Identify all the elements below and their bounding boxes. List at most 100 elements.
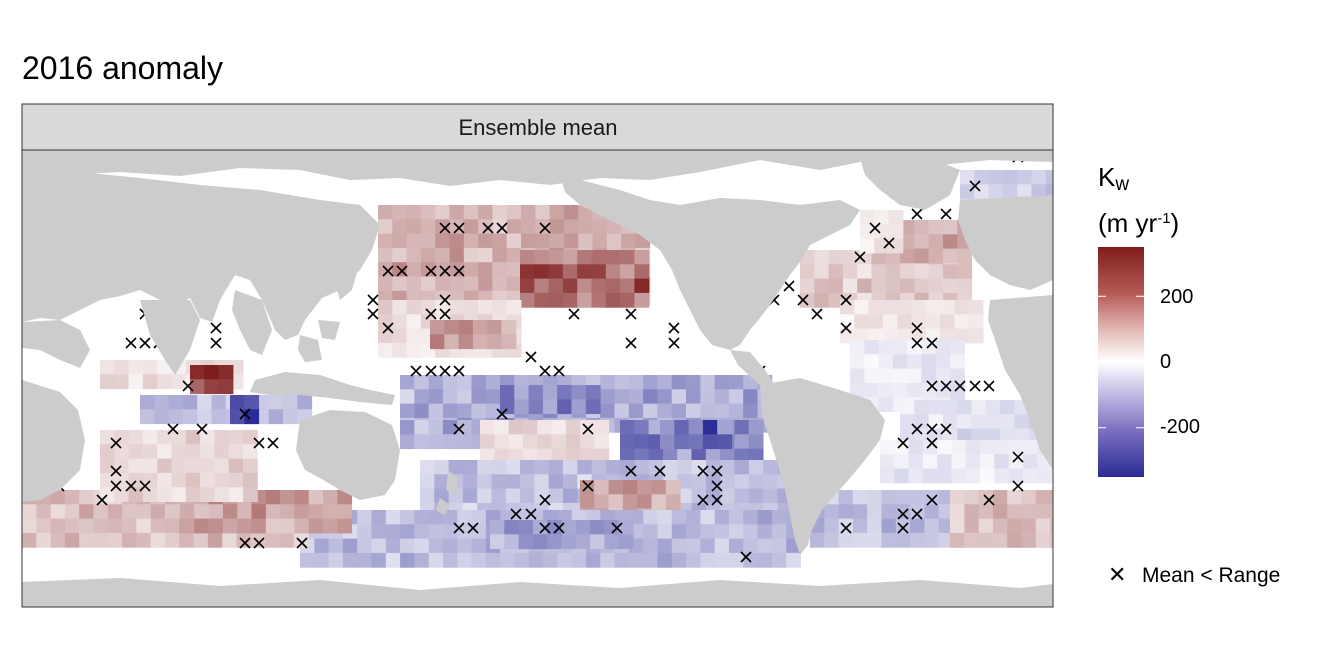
anomaly-cell bbox=[506, 219, 522, 235]
anomaly-cell bbox=[634, 292, 650, 308]
anomaly-cell bbox=[457, 524, 473, 540]
anomaly-cell bbox=[677, 460, 693, 475]
anomaly-cell bbox=[420, 276, 436, 292]
anomaly-cell bbox=[600, 552, 616, 568]
anomaly-cell bbox=[1017, 184, 1032, 200]
anomaly-cell bbox=[571, 399, 587, 415]
anomaly-cell bbox=[907, 340, 922, 355]
cross-marker bbox=[1012, 480, 1024, 492]
anomaly-cell bbox=[921, 382, 937, 398]
anomaly-cell bbox=[448, 460, 464, 475]
anomaly-cell bbox=[494, 434, 510, 450]
anomaly-cell bbox=[620, 250, 635, 265]
cross-marker bbox=[110, 465, 122, 477]
cross-marker bbox=[983, 380, 995, 392]
anomaly-cell bbox=[204, 379, 220, 395]
anomaly-cell bbox=[838, 532, 854, 548]
anomaly-cell bbox=[677, 474, 693, 490]
anomaly-cell bbox=[542, 399, 558, 415]
anomaly-cell bbox=[1000, 414, 1015, 430]
anomaly-cell bbox=[228, 430, 244, 445]
cross-marker bbox=[711, 494, 723, 506]
anomaly-cell bbox=[420, 247, 436, 263]
anomaly-cell bbox=[663, 460, 678, 475]
anomaly-cell bbox=[964, 504, 980, 520]
anomaly-cell bbox=[643, 510, 658, 525]
anomaly-cell bbox=[400, 434, 415, 450]
asia-land bbox=[22, 170, 380, 340]
anomaly-cell bbox=[171, 374, 187, 390]
colorbar-tick-label-200: 200 bbox=[1160, 286, 1194, 308]
anomaly-cell bbox=[897, 300, 912, 315]
anomaly-cell bbox=[864, 340, 880, 355]
anomaly-cell bbox=[534, 292, 550, 308]
anomaly-cell bbox=[22, 518, 37, 534]
anomaly-cell bbox=[717, 434, 732, 450]
anomaly-cell bbox=[577, 264, 592, 280]
anomaly-cell bbox=[357, 524, 372, 540]
anomaly-cell bbox=[182, 395, 198, 410]
anomaly-cell bbox=[357, 538, 372, 554]
anomaly-cell bbox=[686, 375, 701, 390]
anomaly-cell bbox=[1035, 532, 1051, 548]
anomaly-cell bbox=[548, 264, 564, 280]
anomaly-cell bbox=[888, 210, 904, 225]
cross-marker bbox=[267, 437, 279, 449]
anomaly-cell bbox=[480, 448, 495, 464]
anomaly-cell bbox=[551, 434, 567, 450]
anomaly-cell bbox=[882, 328, 898, 344]
anomaly-cell bbox=[93, 518, 109, 534]
anomaly-cell bbox=[297, 395, 313, 410]
anomaly-cell bbox=[214, 472, 230, 488]
anomaly-cell bbox=[604, 534, 620, 550]
anomaly-cell bbox=[514, 385, 530, 400]
anomaly-cell bbox=[392, 247, 408, 263]
anomaly-cell bbox=[881, 532, 897, 548]
anomaly-cell bbox=[444, 320, 460, 335]
anomaly-cell bbox=[280, 504, 295, 520]
central-america-land bbox=[730, 350, 775, 392]
cross-marker bbox=[668, 337, 680, 349]
anomaly-cell bbox=[64, 504, 80, 520]
anomaly-cell bbox=[771, 552, 787, 568]
anomaly-cell bbox=[867, 504, 882, 520]
anomaly-cell bbox=[400, 510, 415, 525]
europe-land bbox=[958, 195, 1053, 290]
anomaly-cell bbox=[1050, 518, 1053, 534]
anomaly-cell bbox=[914, 234, 930, 250]
anomaly-cell bbox=[748, 434, 764, 450]
anomaly-cell bbox=[563, 474, 578, 490]
anomaly-cell bbox=[471, 524, 487, 540]
anomaly-cell bbox=[938, 532, 954, 548]
anomaly-cell bbox=[590, 534, 605, 550]
cross-marker bbox=[940, 208, 952, 220]
anomaly-cell bbox=[914, 264, 930, 280]
anomaly-cell bbox=[518, 520, 534, 535]
anomaly-cell bbox=[237, 518, 252, 534]
anomaly-cell bbox=[964, 532, 980, 548]
cross-marker bbox=[969, 180, 981, 192]
anomaly-cell bbox=[586, 552, 601, 568]
anomaly-cell bbox=[910, 490, 925, 505]
anomaly-cell bbox=[720, 448, 735, 464]
anomaly-cell bbox=[850, 368, 865, 384]
anomaly-cell bbox=[671, 510, 687, 525]
anomaly-cell bbox=[880, 440, 895, 455]
anomaly-cell bbox=[492, 205, 508, 220]
anomaly-cell bbox=[1008, 440, 1024, 455]
anomaly-cell bbox=[548, 278, 564, 294]
anomaly-cell bbox=[478, 205, 493, 220]
anomaly-cell bbox=[978, 532, 994, 548]
anomaly-cell bbox=[591, 292, 607, 308]
anomaly-cell bbox=[485, 375, 501, 390]
panel-strip-label: Ensemble mean bbox=[459, 115, 618, 140]
anomaly-cell bbox=[477, 460, 492, 475]
anomaly-cell bbox=[881, 504, 897, 520]
anomaly-cell bbox=[435, 300, 450, 315]
anomaly-cell bbox=[714, 510, 730, 525]
anomaly-cell bbox=[771, 510, 787, 525]
anomaly-cell bbox=[895, 532, 911, 548]
cross-marker bbox=[467, 522, 479, 534]
anomaly-cell bbox=[854, 314, 870, 330]
anomaly-cell bbox=[578, 233, 593, 249]
